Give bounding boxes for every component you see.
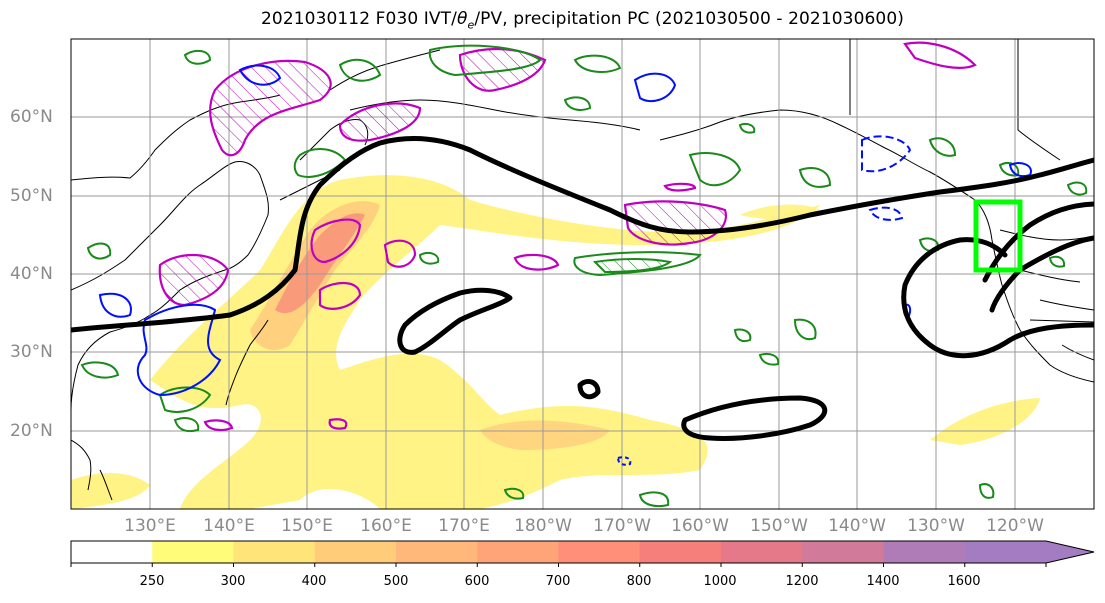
colorbar-segment — [964, 541, 1047, 563]
colorbar-tick-label: 1400 — [866, 574, 900, 589]
colorbar-segment — [883, 541, 966, 563]
lon-label-160w: 160°W — [671, 516, 729, 536]
pv-contours — [158, 41, 977, 432]
lon-label-170w: 170°W — [593, 516, 651, 536]
colorbar-segment — [152, 541, 234, 563]
lat-label-50n: 50°N — [10, 186, 53, 206]
colorbar-segment — [639, 541, 722, 563]
lat-label-20n: 20°N — [10, 421, 53, 441]
colorbar-tick-label: 300 — [220, 574, 246, 589]
lon-label-180w: 180°W — [514, 516, 572, 536]
colorbar-segment — [71, 541, 153, 563]
colorbar-tick-label: 600 — [464, 574, 490, 589]
colorbar-segment — [721, 541, 803, 563]
colorbar-tick-label: 500 — [383, 574, 409, 589]
lon-label-130e: 130°E — [124, 516, 176, 536]
theta-e-contours — [71, 136, 1094, 441]
map-title: 2021030112 F030 IVT/θe/PV, precipitation… — [260, 9, 904, 32]
map-frame — [70, 38, 1095, 510]
target-region-box — [973, 199, 1023, 273]
lat-label-30n: 30°N — [10, 342, 53, 362]
lon-label-160e: 160°E — [360, 516, 412, 536]
lat-label-40n: 40°N — [10, 264, 53, 284]
colorbar-segment — [558, 541, 641, 563]
colorbar-segment — [233, 541, 316, 563]
colorbar-segment — [396, 541, 478, 563]
colorbar-tick-label: 1600 — [947, 574, 981, 589]
colorbar-tick-label: 400 — [301, 574, 327, 589]
lon-label-130w: 130°W — [907, 516, 965, 536]
lon-label-120w: 120°W — [986, 516, 1044, 536]
colorbar-tick-label: 1200 — [785, 574, 819, 589]
colorbar-tick-label: 800 — [626, 574, 652, 589]
precip-pc-negative — [98, 64, 1032, 466]
colorbar-segment — [314, 541, 397, 563]
colorbar-segment — [802, 541, 884, 563]
lon-label-150e: 150°E — [281, 516, 333, 536]
colorbar-tick-label: 700 — [545, 574, 571, 589]
lon-label-140e: 140°E — [203, 516, 255, 536]
colorbar — [70, 540, 1095, 567]
colorbar-tick-label: 250 — [139, 574, 165, 589]
lat-label-60n: 60°N — [10, 107, 53, 127]
colorbar-extend-arrow — [1046, 541, 1094, 563]
lon-label-170e: 170°E — [438, 516, 490, 536]
colorbar-segment — [477, 541, 559, 563]
colorbar-tick-label: 1000 — [703, 574, 737, 589]
lon-label-140w: 140°W — [828, 516, 886, 536]
lon-label-150w: 150°W — [750, 516, 808, 536]
precip-pc-positive — [80, 44, 1088, 508]
